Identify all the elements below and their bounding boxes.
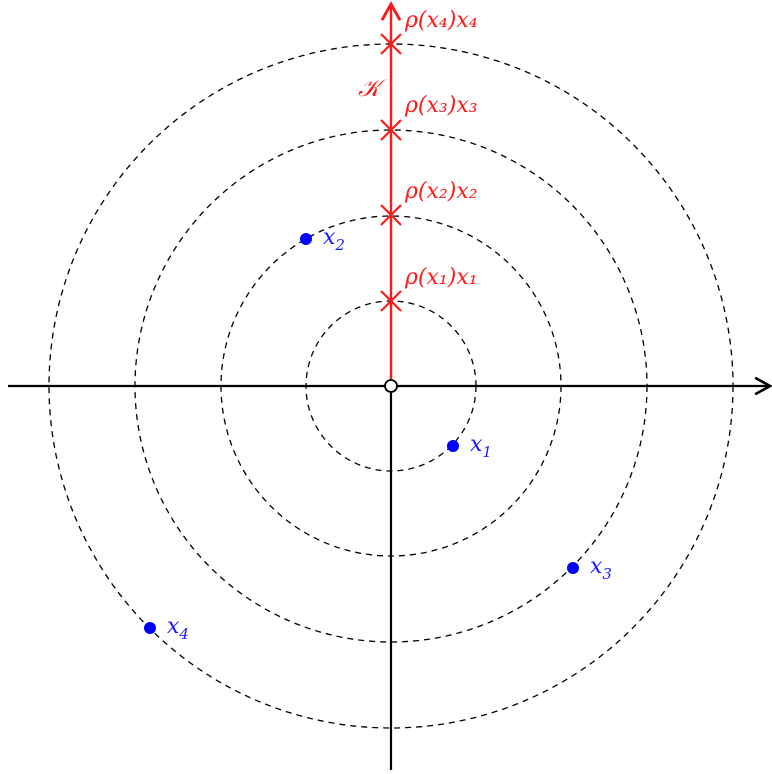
point-label-x4: x4 <box>167 614 189 643</box>
cone-label: 𝒦 <box>358 74 388 102</box>
projection-label-2: ρ(x₂)x₂ <box>404 179 478 204</box>
projection-cross-3 <box>380 119 402 141</box>
point-x3 <box>567 562 579 574</box>
point-label-x1: x1 <box>470 432 492 461</box>
data-points <box>144 233 579 634</box>
projection-markers <box>380 33 402 312</box>
point-label-x3: x3 <box>590 554 612 583</box>
point-x4 <box>144 622 156 634</box>
origin-marker <box>384 379 398 393</box>
projection-cross-4 <box>380 33 402 55</box>
point-label-x2: x2 <box>323 225 345 254</box>
projection-labels: ρ(x₁)x₁ ρ(x₂)x₂ ρ(x₃)x₃ ρ(x₄)x₄ <box>404 8 478 290</box>
projection-cross-2 <box>380 204 402 226</box>
point-labels: x1 x2 x3 x4 <box>167 225 612 643</box>
projection-label-4: ρ(x₄)x₄ <box>404 8 478 33</box>
point-x2 <box>300 233 312 245</box>
projection-cross-1 <box>380 290 402 312</box>
projection-label-3: ρ(x₃)x₃ <box>404 93 478 118</box>
projection-label-1: ρ(x₁)x₁ <box>404 265 478 290</box>
point-x1 <box>447 440 459 452</box>
